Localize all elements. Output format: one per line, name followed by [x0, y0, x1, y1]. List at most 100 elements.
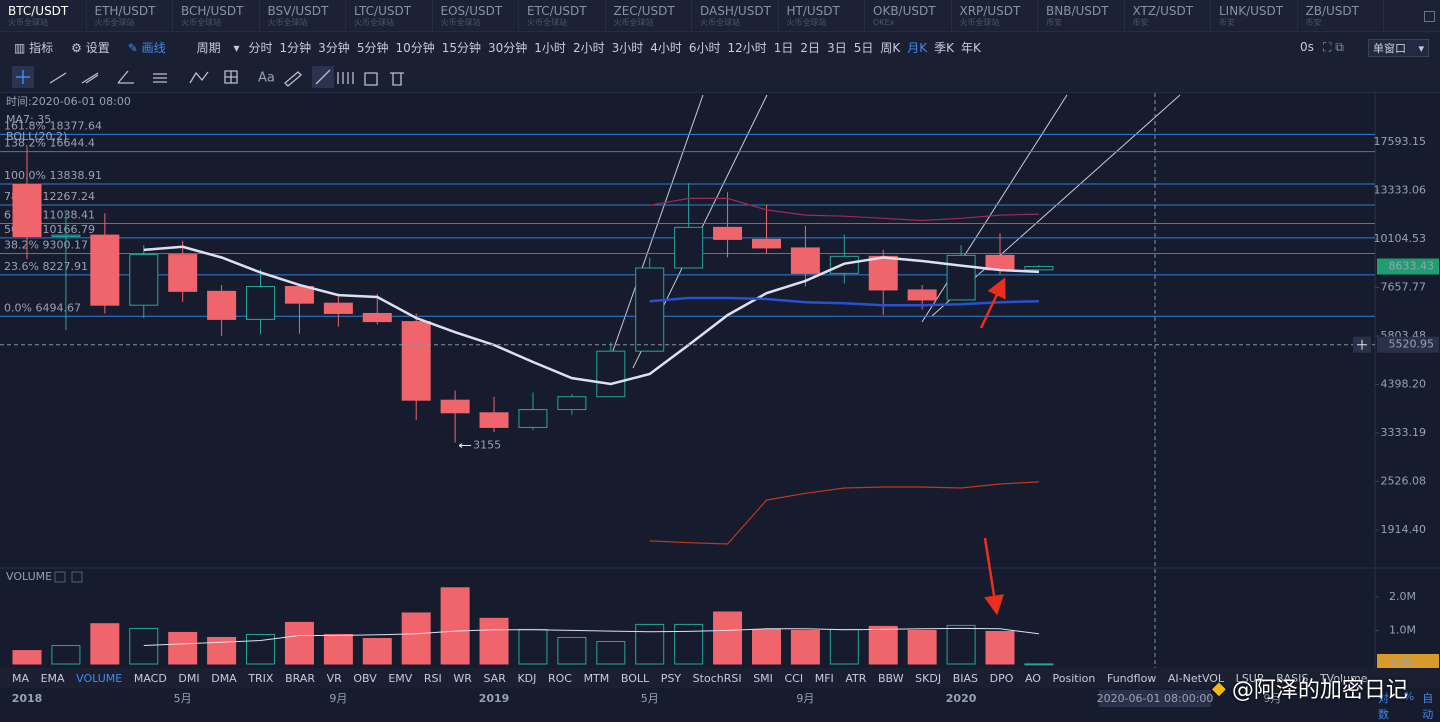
indicator[interactable]: ROC	[547, 671, 572, 685]
indicator[interactable]: ATR	[845, 671, 867, 685]
scale-option[interactable]: %	[1403, 690, 1415, 703]
period-btn[interactable]: 周期 ▾	[196, 40, 240, 55]
indicator[interactable]: EMV	[388, 671, 413, 685]
period[interactable]: 月K	[907, 40, 928, 55]
indicator[interactable]: VR	[326, 671, 342, 685]
pair-tab[interactable]: ZB/USDT 币安	[1298, 0, 1384, 32]
tool-icons[interactable]	[315, 69, 404, 86]
pair-tab[interactable]: ETC/USDT 火币全球站	[519, 0, 606, 32]
period[interactable]: 12小时	[727, 40, 767, 55]
exchange: OKEx	[873, 17, 895, 27]
indicator[interactable]: TVolume	[1319, 671, 1368, 685]
period[interactable]: 1小时	[534, 40, 566, 55]
period[interactable]: 分时	[248, 40, 273, 55]
indicator[interactable]: StochRSI	[692, 671, 742, 685]
indicator[interactable]: SMI	[753, 671, 773, 685]
indicator[interactable]: CCI	[784, 671, 804, 685]
pair: BTC/USDT	[8, 3, 69, 18]
scale-option[interactable]: 自动	[1422, 692, 1434, 721]
y-tick-label: 13333.06	[1374, 183, 1427, 196]
period[interactable]: 6小时	[688, 40, 721, 55]
indicator[interactable]: DMI	[178, 671, 200, 685]
tab-menu[interactable]	[1424, 11, 1435, 22]
period[interactable]: 2日	[800, 40, 821, 55]
indicator[interactable]: Fundflow	[1106, 671, 1157, 685]
indicator[interactable]: Position	[1052, 671, 1096, 685]
indicator[interactable]: OBV	[353, 671, 377, 685]
pair-tab[interactable]: ZEC/USDT 火币全球站	[606, 0, 692, 32]
indicator[interactable]: BIAS	[952, 671, 978, 685]
indicator[interactable]: BASIS	[1276, 671, 1309, 685]
tool-icons[interactable]	[49, 69, 302, 87]
period[interactable]: 季K	[934, 40, 954, 55]
period[interactable]: 2小时	[572, 40, 605, 55]
pair-tab[interactable]: DASH/USDT 火币全球站	[692, 0, 779, 32]
indicator[interactable]: PSY	[660, 671, 682, 685]
exchange: 火币全球站	[8, 17, 48, 27]
pair-tab[interactable]: EOS/USDT 火币全球站	[433, 0, 519, 32]
pair-tab[interactable]: XRP/USDT 火币全球站	[952, 0, 1038, 32]
pair: ETH/USDT	[94, 3, 156, 18]
indicator[interactable]: WR	[453, 671, 472, 685]
window-select[interactable]: 单窗口 ▾	[1368, 39, 1430, 57]
indicator[interactable]: MA	[12, 671, 30, 685]
cross-tool[interactable]	[16, 69, 30, 84]
period[interactable]: 3小时	[611, 40, 644, 55]
period[interactable]: 1分钟	[279, 40, 312, 55]
pair: BCH/USDT	[181, 3, 244, 18]
period[interactable]: 4小时	[650, 40, 682, 55]
pair: ZEC/USDT	[613, 3, 675, 18]
indicator[interactable]: SKDJ	[915, 671, 942, 685]
period[interactable]: 5分钟	[356, 40, 389, 55]
period[interactable]: 1日	[773, 40, 794, 55]
indicator[interactable]: MTM	[583, 671, 610, 685]
indicator[interactable]: KDJ	[517, 671, 537, 685]
pair-tab[interactable]: XTZ/USDT 币安	[1125, 0, 1211, 32]
indicator[interactable]: MFI	[814, 671, 834, 685]
fullscreen-icons[interactable]: ⛶ ⧉	[1323, 39, 1344, 54]
pair-tab[interactable]: BSV/USDT 火币全球站	[260, 0, 346, 32]
pair-tab[interactable]: BTC/USDT 火币全球站	[0, 0, 87, 32]
period[interactable]: 年K	[960, 40, 981, 55]
exchange: 火币全球站	[786, 17, 827, 27]
text-tool[interactable]: Aa	[258, 70, 275, 85]
period[interactable]: 15分钟	[441, 40, 482, 55]
indicator[interactable]: BOLL	[620, 671, 650, 685]
period[interactable]: 5日	[853, 40, 874, 55]
pair-tab[interactable]: HT/USDT 火币全球站	[779, 0, 865, 32]
pair-tab[interactable]: OKB/USDT OKEx	[865, 0, 952, 32]
indicator[interactable]: SAR	[483, 671, 506, 685]
pair-tab[interactable]: LTC/USDT 火币全球站	[346, 0, 433, 32]
indicator[interactable]: MACD	[133, 671, 167, 685]
indicator[interactable]: EMA	[40, 671, 65, 685]
period[interactable]: 3日	[827, 40, 847, 55]
indicator[interactable]: TRIX	[248, 671, 274, 685]
indicator[interactable]: BBW	[878, 671, 904, 685]
watermark: ◆ @阿泽的加密日记	[1212, 672, 1408, 704]
pair-tab[interactable]: BCH/USDT 火币全球站	[173, 0, 260, 32]
pair-tab[interactable]: LINK/USDT 币安	[1211, 0, 1298, 32]
pair-tab[interactable]: ETH/USDT 火币全球站	[87, 0, 173, 32]
indicators-btn[interactable]: ▥ 指标	[14, 40, 54, 55]
period[interactable]: 30分钟	[488, 40, 528, 55]
indicator[interactable]: LSUR	[1235, 671, 1265, 685]
pane-close[interactable]	[71, 571, 83, 583]
indicator[interactable]: RSI	[423, 671, 442, 685]
label: 设置	[85, 40, 110, 55]
pair-tab[interactable]: BNB/USDT 币安	[1038, 0, 1125, 32]
period[interactable]: 10分钟	[395, 40, 435, 55]
indicator[interactable]: VOLUME	[76, 671, 123, 685]
pane-settings[interactable]	[54, 571, 66, 583]
settings-btn[interactable]: ⚙ 设置	[71, 40, 110, 55]
indicator[interactable]: DMA	[211, 671, 237, 685]
period[interactable]: 3分钟	[318, 40, 350, 55]
indicator[interactable]: AO	[1024, 671, 1041, 685]
indicator[interactable]: DPO	[989, 671, 1014, 685]
period[interactable]: 周K	[880, 40, 901, 55]
fib-price: 6494.67	[35, 301, 81, 314]
indicator[interactable]: BRAR	[285, 671, 315, 685]
draw-btn[interactable]: ✎ 画线	[127, 40, 166, 55]
label: 单窗口	[1373, 42, 1406, 55]
indicator[interactable]: AI-NetVOL	[1167, 671, 1225, 685]
volume-bar	[907, 629, 937, 665]
